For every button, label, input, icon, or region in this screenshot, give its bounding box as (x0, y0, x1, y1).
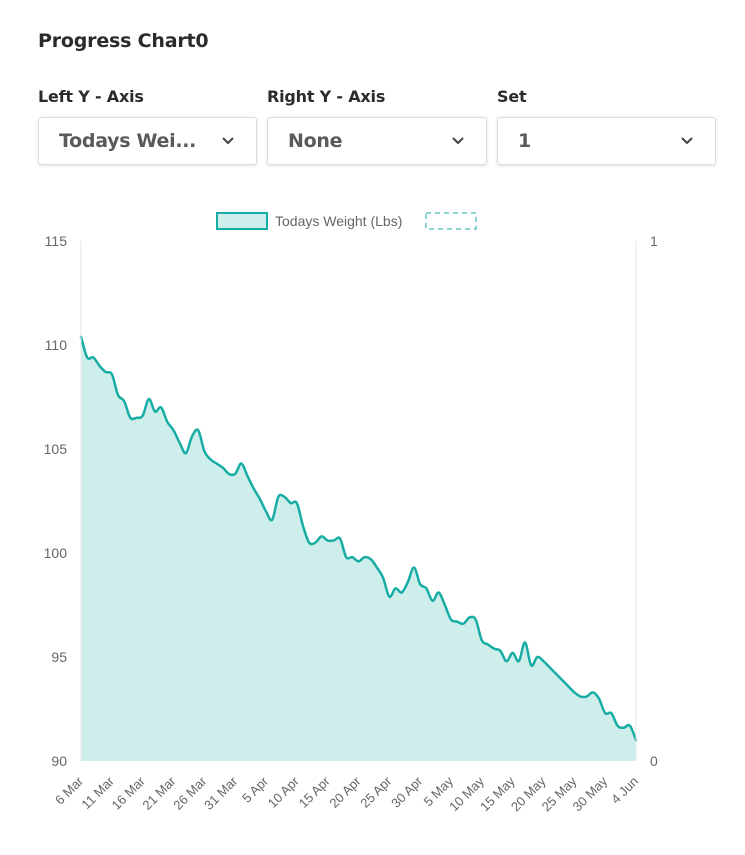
data-point[interactable] (244, 472, 252, 480)
data-point[interactable] (410, 564, 418, 572)
data-point[interactable] (163, 418, 171, 426)
right-y-axis-control: Right Y - Axis None (267, 86, 487, 165)
data-point[interactable] (521, 638, 529, 646)
y-left-tick-label: 95 (51, 649, 67, 665)
legend-label-weight[interactable]: Todays Weight (Lbs) (275, 213, 402, 229)
data-point[interactable] (200, 447, 208, 455)
right-y-axis-value: None (288, 130, 343, 152)
x-tick-label: 15 Apr (296, 773, 334, 811)
x-tick-label: 31 Mar (201, 773, 241, 813)
data-point[interactable] (385, 593, 393, 601)
left-y-axis-value: Todays Wei... (59, 130, 197, 152)
data-point[interactable] (281, 493, 289, 501)
right-y-axis-select[interactable]: None (267, 117, 487, 165)
set-control: Set 1 (497, 86, 716, 165)
x-tick-label: 4 Jun (608, 774, 641, 807)
data-point[interactable] (503, 657, 511, 665)
weight-area-fill (81, 336, 636, 761)
weight-series-line[interactable] (79, 335, 638, 742)
data-point[interactable] (311, 539, 319, 547)
plot-area (79, 335, 638, 761)
data-point[interactable] (268, 516, 276, 524)
data-point[interactable] (139, 412, 147, 420)
chart-legend: Todays Weight (Lbs) (216, 212, 477, 230)
y-left-tick-label: 105 (44, 441, 68, 457)
data-point[interactable] (459, 620, 467, 628)
weight-progress-chart: Todays Weight (Lbs) 90 95 100 105 110 115 0 16 … (44, 212, 658, 814)
data-point[interactable] (509, 649, 517, 657)
data-point[interactable] (250, 485, 258, 493)
y-left-tick-label: 110 (45, 337, 68, 353)
data-point[interactable] (256, 495, 264, 503)
page-title: Progress Chart0 (38, 30, 209, 52)
data-point[interactable] (120, 397, 128, 405)
set-value: 1 (518, 130, 531, 152)
left-y-axis-select[interactable]: Todays Wei... (38, 117, 257, 165)
x-tick-label: 30 May (570, 773, 611, 814)
x-tick-label: 10 Apr (265, 773, 303, 811)
x-tick-label: 25 Apr (357, 773, 395, 811)
left-y-axis-label: Left Y - Axis (38, 87, 144, 106)
chevron-down-icon (452, 136, 464, 146)
data-point[interactable] (527, 661, 535, 669)
data-point[interactable] (145, 395, 153, 403)
data-point[interactable] (379, 574, 387, 582)
data-point[interactable] (595, 695, 603, 703)
data-point[interactable] (472, 616, 480, 624)
y-right-tick-label: 0 (650, 753, 658, 769)
y-left-tick-label: 90 (51, 753, 67, 769)
legend-swatch-empty[interactable] (425, 212, 477, 230)
data-point[interactable] (441, 601, 449, 609)
data-point[interactable] (546, 663, 554, 671)
data-point[interactable] (188, 433, 196, 441)
data-point[interactable] (176, 439, 184, 447)
x-tick-label: 20 Apr (326, 773, 364, 811)
data-point[interactable] (435, 589, 443, 597)
data-point[interactable] (589, 688, 597, 696)
x-tick-label: 21 Mar (139, 773, 179, 813)
data-point[interactable] (293, 499, 301, 507)
data-point[interactable] (182, 449, 190, 457)
y-left-tick-label: 115 (45, 233, 68, 249)
y-left-tick-label: 100 (44, 545, 68, 561)
x-tick-label: 30 Apr (388, 773, 426, 811)
set-label: Set (497, 87, 527, 106)
data-point[interactable] (404, 578, 412, 586)
data-point[interactable] (108, 370, 116, 378)
data-point[interactable] (237, 460, 245, 468)
data-point[interactable] (373, 564, 381, 572)
left-y-axis-control: Left Y - Axis Todays Wei... (38, 86, 257, 165)
data-point[interactable] (157, 403, 165, 411)
data-point[interactable] (231, 470, 239, 478)
chevron-down-icon (681, 136, 693, 146)
data-point[interactable] (398, 589, 406, 597)
chevron-down-icon (222, 136, 234, 146)
data-point[interactable] (558, 676, 566, 684)
data-point[interactable] (89, 353, 97, 361)
data-point[interactable] (515, 657, 523, 665)
data-point[interactable] (552, 670, 560, 678)
data-point[interactable] (496, 647, 504, 655)
data-point[interactable] (96, 362, 104, 370)
y-right-tick-label: 1 (650, 233, 658, 249)
data-point[interactable] (299, 522, 307, 530)
right-y-axis-label: Right Y - Axis (267, 87, 386, 106)
data-point[interactable] (194, 426, 202, 434)
data-point[interactable] (262, 507, 270, 515)
data-point[interactable] (626, 722, 634, 730)
data-point[interactable] (170, 426, 178, 434)
data-point[interactable] (429, 597, 437, 605)
data-point[interactable] (114, 391, 122, 399)
data-point[interactable] (564, 682, 572, 690)
x-tick-label: 26 Mar (170, 773, 210, 813)
data-point[interactable] (607, 709, 615, 717)
data-point[interactable] (367, 555, 375, 563)
data-point[interactable] (422, 584, 430, 592)
data-point[interactable] (219, 464, 227, 472)
data-point[interactable] (336, 534, 344, 542)
set-select[interactable]: 1 (497, 117, 716, 165)
x-tick-label: 16 Mar (109, 773, 149, 813)
data-point[interactable] (540, 657, 548, 665)
legend-swatch-weight[interactable] (216, 212, 268, 230)
